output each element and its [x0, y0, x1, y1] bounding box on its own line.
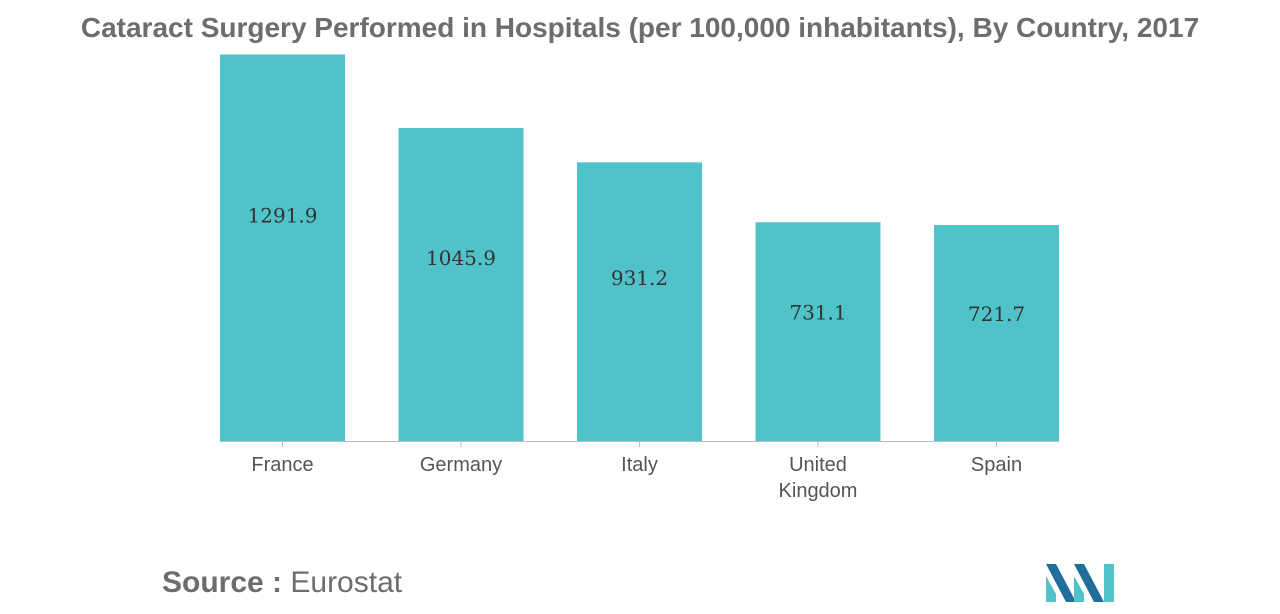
chart-title: Cataract Surgery Performed in Hospitals …	[80, 12, 1200, 43]
x-axis-category-line: France	[251, 454, 313, 476]
x-axis-category-label: United Kingdom	[779, 454, 858, 502]
x-axis-category-line: Italy	[621, 454, 658, 476]
bar-value-label: 931.2	[611, 266, 668, 290]
x-axis-category-label: France	[251, 454, 313, 476]
mordor-intelligence-logo-icon	[1046, 564, 1114, 602]
bar-italy	[577, 162, 702, 441]
bar-value-label: 731.1	[789, 301, 846, 325]
axis-layer	[220, 441, 1059, 447]
x-axis-category-label: Germany	[420, 454, 502, 476]
x-axis-category-label: Spain	[971, 454, 1022, 476]
x-axis-category-line: Kingdom	[779, 480, 858, 502]
bar-france	[220, 54, 345, 442]
x-axis-category-line: Germany	[420, 454, 502, 476]
bar-value-label: 1291.9	[248, 203, 318, 227]
x-axis-category-line: United	[789, 454, 847, 476]
bar-value-label: 721.7	[968, 302, 1025, 326]
x-axis-category-label: Italy	[621, 454, 658, 476]
bar-united-kingdom	[755, 222, 881, 441]
source-label: Source :	[162, 566, 283, 599]
bar-germany	[398, 128, 524, 441]
labels-layer: 1291.9 France 1045.9 Germany 931.2 Italy 731.1…	[248, 203, 1026, 502]
bar-value-label: 1045.9	[426, 246, 496, 270]
bar-spain	[934, 225, 1059, 441]
x-axis-category-line: Spain	[971, 454, 1022, 476]
source-value: Eurostat	[290, 566, 403, 599]
bars-layer	[220, 54, 1059, 442]
source-note: Source : Eurostat	[162, 566, 402, 600]
